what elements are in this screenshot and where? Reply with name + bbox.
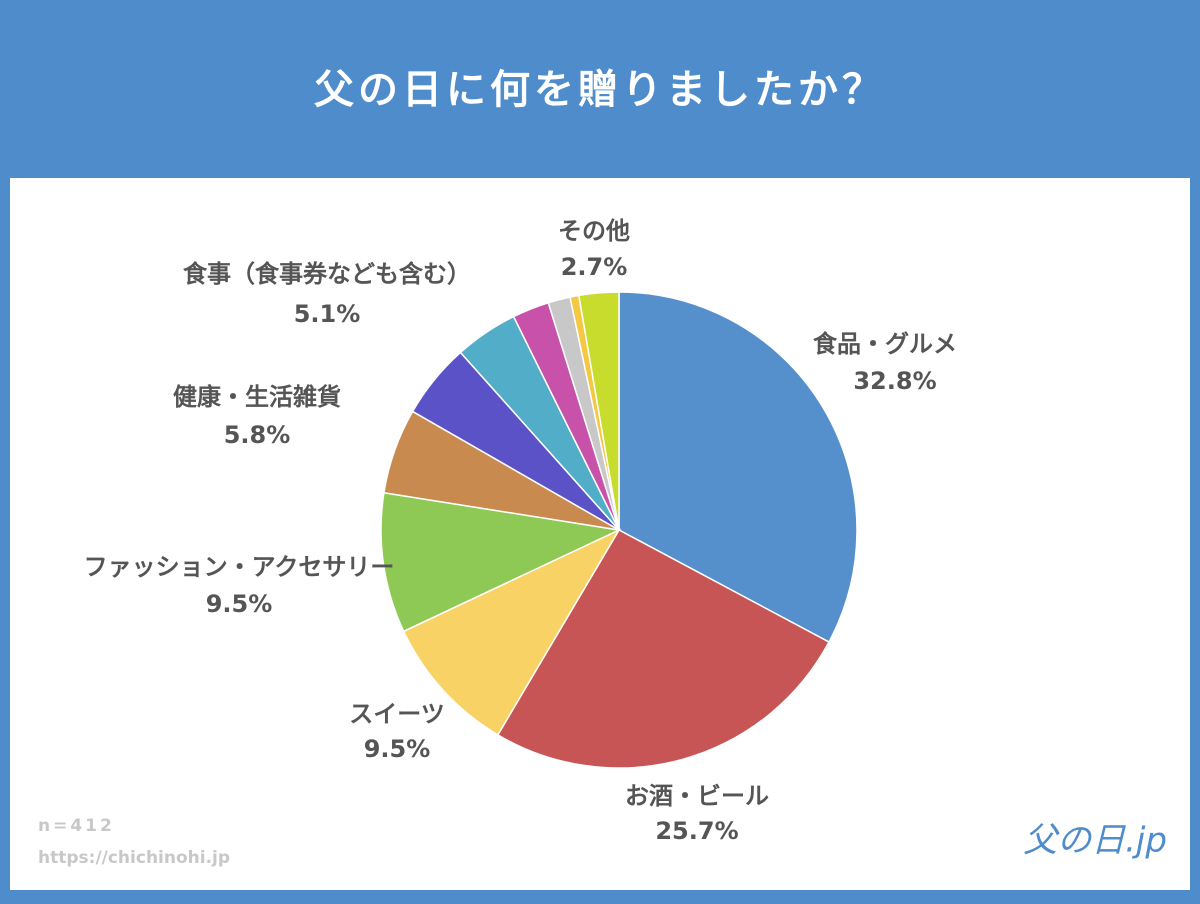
pie-slice: [618, 291, 858, 644]
slice-label: 食品・グルメ: [813, 330, 957, 358]
slice-label: お酒・ビール: [625, 782, 769, 810]
source-url: https://chichinohi.jp: [38, 848, 230, 868]
logo: 父の日.jp: [1023, 821, 1167, 861]
slice-label: スイーツ: [349, 700, 445, 728]
slice-label: 健康・生活雑貨: [173, 383, 341, 411]
value-label: 5.1%: [294, 300, 361, 328]
slice-label: ファッション・アクセサリー: [84, 553, 395, 581]
sample-size: n=412: [38, 816, 115, 836]
value-label: 9.5%: [206, 590, 273, 618]
value-label: 32.8%: [853, 367, 936, 395]
value-label: 5.8%: [224, 421, 291, 449]
slice-label: その他: [558, 217, 630, 245]
slice-label: 食事（食事券なども含む）: [183, 260, 471, 288]
pie-slice: [496, 529, 831, 769]
pie-slice: [577, 291, 620, 531]
pie-slice: [380, 491, 622, 633]
value-label: 25.7%: [655, 817, 738, 845]
value-label: 9.5%: [364, 735, 431, 763]
value-label: 2.7%: [561, 253, 628, 281]
chart-title: 父の日に何を贈りましたか？: [314, 67, 886, 113]
pie-slice: [402, 528, 621, 736]
